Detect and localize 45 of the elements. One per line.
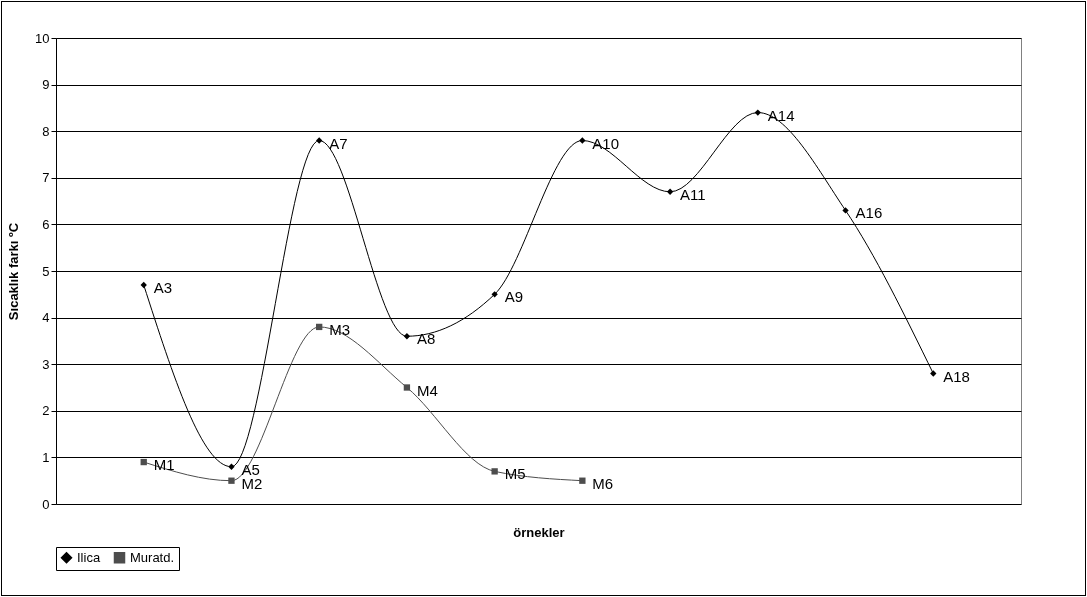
point xyxy=(579,477,586,484)
data-label: A14 xyxy=(767,106,795,124)
data-label: A7 xyxy=(329,134,348,152)
x-axis-title: örnekler xyxy=(513,524,565,540)
point xyxy=(842,207,849,214)
point xyxy=(930,370,937,377)
point xyxy=(403,384,411,391)
y-tick-label: 4 xyxy=(42,310,50,326)
y-tick-label: 9 xyxy=(42,77,50,93)
data-label: A18 xyxy=(943,367,970,385)
data-label: A11 xyxy=(680,185,706,203)
y-tick-label: 5 xyxy=(42,263,50,279)
y-tick-label: 2 xyxy=(42,403,50,419)
data-label: M6 xyxy=(592,474,614,492)
y-tick-label: 1 xyxy=(42,449,50,465)
data-label: M1 xyxy=(153,456,175,474)
data-label: A9 xyxy=(504,288,523,306)
data-label: M3 xyxy=(329,320,351,338)
y-tick-label: 7 xyxy=(42,170,50,186)
y-tick-label: 10 xyxy=(35,30,50,46)
point xyxy=(316,323,323,331)
point xyxy=(140,281,147,289)
data-label: A16 xyxy=(855,204,883,222)
legend-label: Muratd. xyxy=(130,549,175,565)
data-label: M5 xyxy=(504,465,526,483)
y-tick-label: 6 xyxy=(42,216,50,232)
point xyxy=(491,291,498,298)
data-label: M4 xyxy=(416,381,438,399)
data-label: A3 xyxy=(153,278,173,296)
point xyxy=(403,333,411,340)
y-tick-label: 0 xyxy=(42,496,50,512)
point xyxy=(228,463,235,470)
y-tick-label: 3 xyxy=(42,356,50,372)
y-tick-label: 8 xyxy=(42,123,50,139)
y-axis-title: Sıcaklık farkı ºC xyxy=(6,222,22,321)
point xyxy=(491,468,498,475)
point xyxy=(666,188,674,195)
data-label: A10 xyxy=(592,134,620,152)
legend-label: Ilica xyxy=(77,549,101,565)
point xyxy=(754,109,761,116)
data-label: A8 xyxy=(416,330,436,348)
point xyxy=(140,458,147,466)
point xyxy=(228,477,235,484)
point xyxy=(316,137,323,144)
point xyxy=(579,137,586,144)
